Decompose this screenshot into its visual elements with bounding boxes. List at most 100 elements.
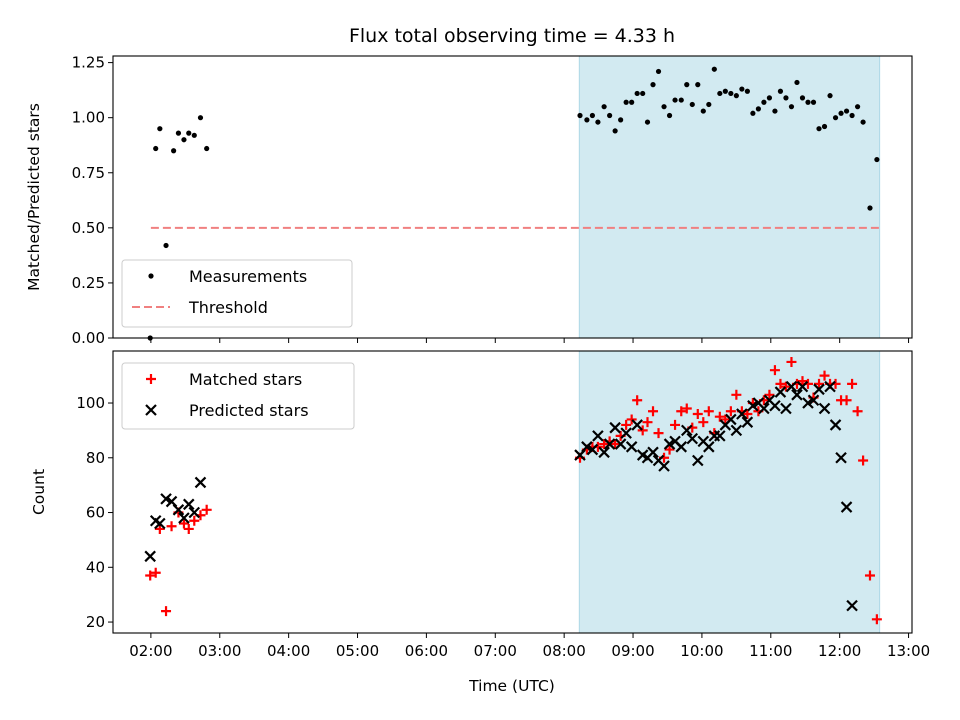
point-1-1-5: [172, 504, 185, 516]
point-1-1-43: [758, 402, 770, 415]
point-1-1-0: [144, 550, 156, 563]
x-tick-label: 11:00: [749, 642, 792, 660]
point-1-1-50: [796, 380, 809, 393]
point-1-0-60: [847, 378, 858, 389]
chart-title: Flux total observing time = 4.33 h: [349, 25, 675, 47]
point-1-0-0: [145, 570, 156, 581]
legend-label: Predicted stars: [189, 401, 309, 420]
point-1-0-61: [852, 406, 863, 417]
point-1-1-17: [614, 438, 627, 450]
x-axis-label: Time (UTC): [468, 677, 555, 695]
point-1-0-21: [632, 395, 643, 406]
point-0-0-7: [186, 130, 192, 136]
point-1-0-24: [648, 406, 659, 417]
point-1-1-30: [686, 432, 699, 445]
point-0-0-22: [640, 90, 646, 97]
point-1-1-6: [178, 512, 190, 524]
point-1-1-23: [647, 446, 659, 459]
point-0-0-21: [634, 90, 640, 97]
point-1-0-3: [161, 606, 172, 617]
point-0-0-34: [706, 101, 712, 108]
point-1-1-59: [846, 599, 858, 612]
point-1-0-45: [764, 389, 775, 400]
point-0-0-43: [755, 106, 761, 112]
point-1-1-18: [620, 427, 632, 439]
point-1-1-40: [741, 416, 754, 428]
point-0-0-29: [678, 97, 684, 103]
point-0-0-49: [788, 104, 795, 110]
point-1-1-53: [813, 383, 825, 396]
point-1-1-37: [725, 413, 737, 426]
legend-label: Matched stars: [189, 370, 302, 389]
point-1-0-55: [819, 370, 830, 381]
point-1-1-16: [609, 421, 621, 434]
point-1-0-15: [599, 439, 610, 450]
axes-frame: [112, 55, 913, 339]
top-y-axis-label: Matched/Predicted stars: [25, 103, 43, 291]
point-1-1-20: [631, 419, 643, 431]
legend-label: Measurements: [189, 267, 307, 286]
point-0-0-39: [733, 93, 739, 99]
point-0-0-33: [700, 108, 706, 114]
point-0-0-58: [838, 110, 844, 116]
point-1-0-41: [742, 408, 753, 419]
point-0-0-38: [728, 90, 734, 97]
point-1-0-29: [676, 406, 687, 417]
point-0-0-54: [816, 126, 822, 132]
point-0-0-62: [860, 119, 866, 125]
point-1-1-51: [802, 397, 814, 409]
point-1-1-15: [603, 438, 616, 450]
point-0-0-53: [810, 99, 817, 105]
point-0-0-42: [750, 110, 756, 116]
point-1-0-4: [166, 521, 177, 532]
point-0-0-47: [777, 88, 784, 94]
point-0-0-31: [689, 101, 695, 108]
point-0-0-48: [783, 95, 789, 101]
point-0-0-14: [595, 119, 601, 125]
point-1-0-1: [150, 567, 161, 578]
point-1-0-34: [703, 406, 714, 417]
point-1-0-7: [183, 523, 194, 534]
point-1-0-37: [720, 414, 731, 425]
x-tick-label: 10:00: [680, 642, 723, 660]
point-0-0-63: [867, 205, 873, 211]
x-tick-label: 08:00: [543, 642, 586, 660]
y-tick-label: 0.25: [72, 274, 105, 292]
x-tick-label: 04:00: [267, 642, 310, 660]
point-1-1-29: [680, 424, 693, 437]
legend-label: Threshold: [188, 298, 268, 317]
point-0-0-40: [739, 86, 745, 92]
point-1-0-27: [664, 444, 675, 455]
point-1-1-57: [835, 451, 847, 464]
point-0-0-52: [805, 99, 811, 105]
point-1-1-58: [840, 501, 853, 513]
point-1-1-39: [736, 408, 748, 420]
point-0-0-6: [181, 137, 187, 143]
point-1-1-11: [581, 441, 593, 453]
point-1-1-45: [769, 399, 781, 412]
point-1-0-51: [797, 376, 808, 387]
point-0-0-20: [629, 99, 635, 105]
point-0-0-5: [175, 130, 182, 136]
series-group: [147, 66, 880, 341]
point-1-1-56: [829, 419, 842, 431]
bottom-axes: 20 40 60 80 100 02:00 03:00 04:00 05:00 06:00 07:0…: [76, 350, 930, 660]
legend-marker: [146, 374, 156, 384]
point-1-0-25: [653, 428, 664, 439]
x-tick-label: 06:00: [405, 642, 448, 660]
point-1-0-36: [714, 411, 725, 422]
point-0-0-24: [650, 82, 656, 88]
point-1-0-63: [864, 570, 875, 581]
point-0-0-44: [761, 99, 767, 105]
point-1-0-38: [725, 406, 736, 417]
point-1-0-20: [626, 414, 637, 425]
y-tick-label: 40: [86, 558, 105, 576]
point-1-0-32: [692, 408, 703, 419]
point-1-1-47: [780, 402, 792, 415]
point-0-0-36: [717, 90, 723, 97]
point-0-0-17: [612, 128, 618, 134]
point-0-0-35: [711, 66, 717, 72]
point-0-0-3: [163, 242, 169, 249]
point-0-0-59: [843, 108, 850, 114]
point-0-0-28: [672, 97, 678, 103]
